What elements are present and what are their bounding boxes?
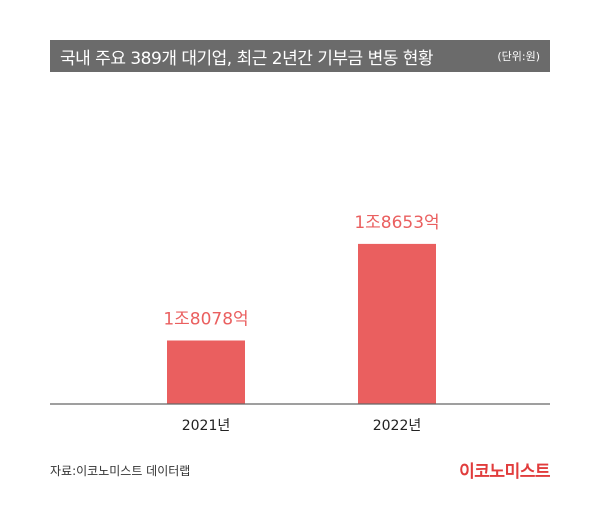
x-tick-label-1: 2021년 (182, 418, 231, 434)
data-label-2: 1조8653억 (354, 213, 439, 233)
data-label-1: 1조8078억 (163, 309, 248, 329)
x-tick-label-2: 2022년 (373, 418, 422, 434)
bar-1 (167, 340, 245, 404)
unit-label: (단위:원) (497, 50, 540, 63)
chart-title: 국내 주요 389개 대기업, 최근 2년간 기부금 변동 현황 (60, 48, 434, 69)
chart-header: 국내 주요 389개 대기업, 최근 2년간 기부금 변동 현황 (단위:원) (50, 40, 550, 72)
bar-2 (358, 243, 436, 404)
source-note: 자료:이코노미스트 데이터랩 (50, 464, 191, 478)
brand-logo: 이코노미스트 (459, 462, 550, 482)
